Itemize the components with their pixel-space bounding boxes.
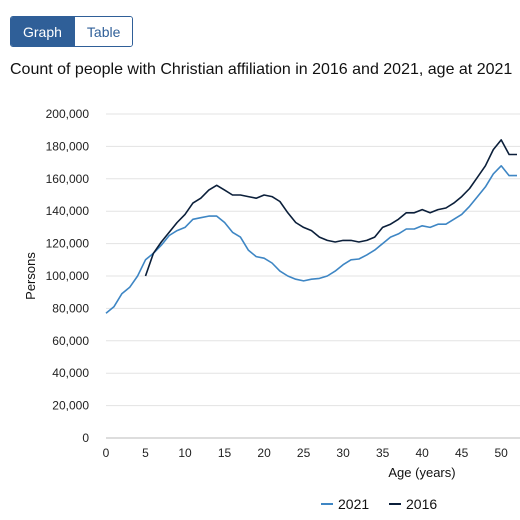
x-tick-label: 50 [495, 446, 509, 460]
legend-label-2016[interactable]: 2016 [406, 496, 437, 512]
y-tick-label: 20,000 [52, 399, 89, 413]
series-lines [105, 139, 517, 314]
x-tick-label: 40 [415, 446, 429, 460]
y-tick-label: 120,000 [46, 237, 90, 251]
x-tick-label: 45 [455, 446, 469, 460]
x-tick-label: 15 [218, 446, 232, 460]
chart-title: Count of people with Christian affiliati… [10, 61, 513, 78]
x-tick-label: 10 [178, 446, 192, 460]
graph-tab-button[interactable]: Graph [11, 17, 74, 46]
x-tick-label: 25 [297, 446, 311, 460]
table-tab-button[interactable]: Table [73, 17, 133, 46]
x-tick-label: 5 [142, 446, 149, 460]
series-line-2016 [144, 139, 517, 277]
y-tick-label: 60,000 [52, 334, 89, 348]
series-line-2021 [105, 165, 517, 314]
x-tick-label: 0 [103, 446, 110, 460]
y-tick-label: 160,000 [46, 172, 90, 186]
x-tick-labels: 0 5 10 15 20 25 30 35 40 45 50 [103, 446, 509, 460]
grid-lines [106, 113, 520, 439]
view-toggle: Graph Table [10, 16, 134, 47]
y-tick-labels: 0 20,000 40,000 60,000 80,000 100,000 120,000 1… [46, 107, 90, 445]
y-tick-label: 0 [82, 431, 89, 445]
x-tick-label: 35 [376, 446, 390, 460]
y-tick-label: 40,000 [52, 366, 89, 380]
y-tick-label: 140,000 [46, 204, 90, 218]
x-tick-label: 30 [336, 446, 350, 460]
legend: 2021 2016 [321, 496, 437, 512]
x-axis-title: Age (years) [388, 465, 455, 480]
y-tick-label: 80,000 [52, 301, 89, 315]
x-tick-label: 20 [257, 446, 271, 460]
y-axis-title: Persons [23, 252, 38, 300]
y-tick-label: 180,000 [46, 139, 90, 153]
y-tick-label: 200,000 [46, 107, 90, 121]
legend-label-2021[interactable]: 2021 [338, 496, 369, 512]
y-tick-label: 100,000 [46, 269, 90, 283]
